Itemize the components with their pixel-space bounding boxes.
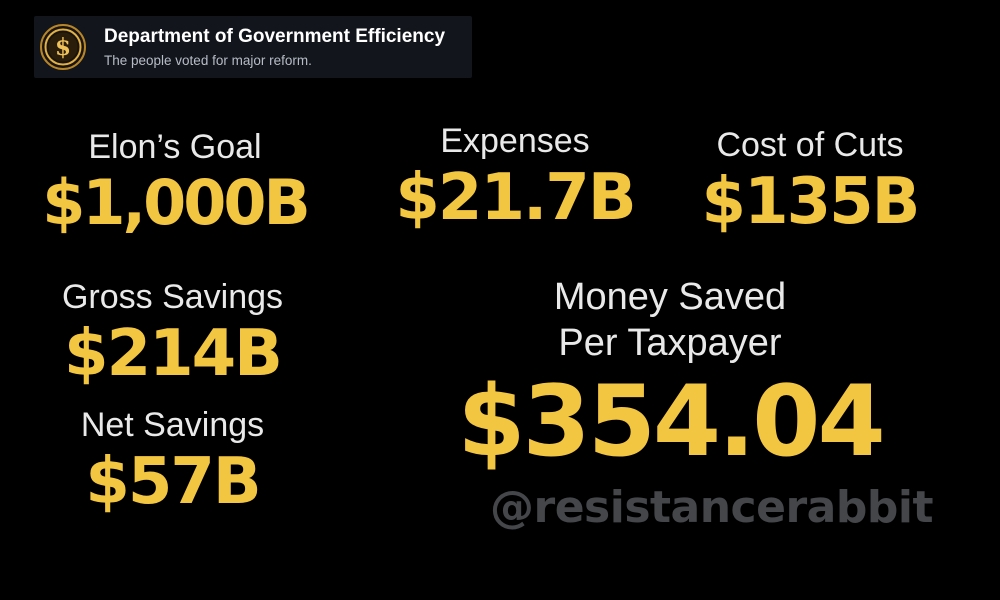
stat-net-savings-label: Net Savings xyxy=(80,406,265,444)
stat-per-taxpayer: Money Saved Per Taxpayer $354.04 xyxy=(420,274,920,471)
stat-goal-label: Elon’s Goal xyxy=(88,128,262,166)
stat-cost-of-cuts: Cost of Cuts $135B xyxy=(680,128,940,234)
header-card: $ Department of Government Efficiency Th… xyxy=(34,16,472,78)
stat-gross-savings: Gross Savings $214B xyxy=(40,280,305,386)
org-name: Department of Government Efficiency xyxy=(104,26,446,47)
stat-cost-of-cuts-label: Cost of Cuts xyxy=(716,126,904,164)
watermark: @resistancerabbit xyxy=(490,482,933,533)
stat-expenses: Expenses $21.7B xyxy=(380,124,650,230)
stat-goal-value: $1,000B xyxy=(42,166,311,239)
stat-gross-savings-label: Gross Savings xyxy=(61,278,284,316)
stat-net-savings: Net Savings $57B xyxy=(40,408,305,514)
stat-per-taxpayer-label-line1: Money Saved xyxy=(553,276,787,318)
org-tagline: The people voted for major reform. xyxy=(104,53,312,68)
stat-per-taxpayer-label-line2: Per Taxpayer xyxy=(558,322,782,365)
stat-per-taxpayer-value: $354.04 xyxy=(457,364,885,479)
stat-gross-savings-value: $214B xyxy=(64,317,283,391)
svg-text:$: $ xyxy=(55,34,71,61)
stat-net-savings-value: $57B xyxy=(85,445,261,519)
stat-expenses-label: Expenses xyxy=(440,122,590,160)
dollar-coin-icon: $ xyxy=(40,24,86,70)
stat-goal: Elon’s Goal $1,000B xyxy=(30,130,320,234)
stat-cost-of-cuts-value: $135B xyxy=(701,165,921,239)
stat-expenses-value: $21.7B xyxy=(395,161,636,235)
